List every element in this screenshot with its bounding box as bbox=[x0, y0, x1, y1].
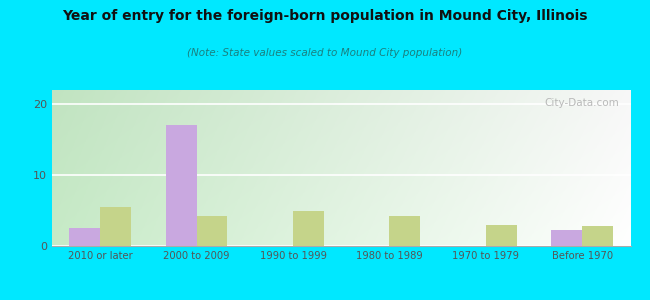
Legend: Mound City, Illinois: Mound City, Illinois bbox=[243, 299, 439, 300]
Bar bbox=[166, 125, 196, 246]
Bar bbox=[551, 230, 582, 246]
Text: Year of entry for the foreign-born population in Mound City, Illinois: Year of entry for the foreign-born popul… bbox=[62, 9, 588, 23]
Bar bbox=[486, 225, 517, 246]
Bar bbox=[70, 228, 100, 246]
Bar bbox=[389, 216, 421, 246]
Bar bbox=[582, 226, 613, 246]
Text: City-Data.com: City-Data.com bbox=[544, 98, 619, 108]
Bar bbox=[196, 215, 227, 246]
Bar bbox=[100, 207, 131, 246]
Text: (Note: State values scaled to Mound City population): (Note: State values scaled to Mound City… bbox=[187, 48, 463, 58]
Bar bbox=[293, 211, 324, 246]
